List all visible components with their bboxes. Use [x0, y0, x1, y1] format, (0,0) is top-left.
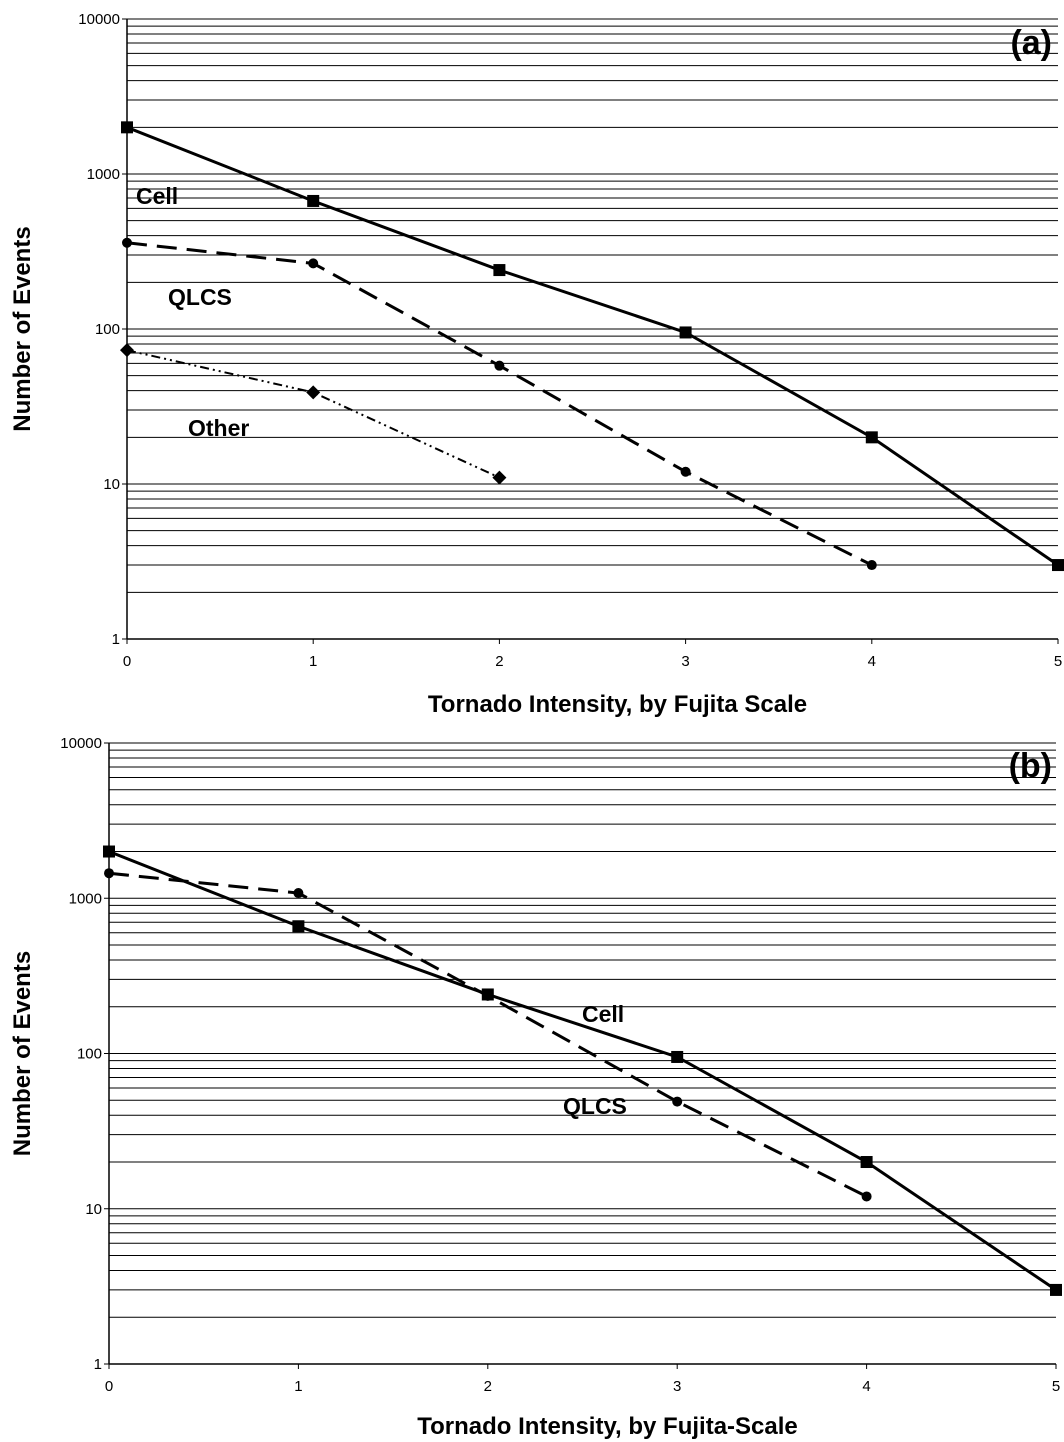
- data-point-square: [671, 1050, 684, 1063]
- data-point-square: [103, 845, 115, 858]
- data-point-circle: [122, 237, 132, 248]
- series-line: [126, 349, 500, 479]
- x-tick-label: 4: [862, 1378, 870, 1395]
- y-axis-title: Number of Events: [9, 951, 36, 1156]
- y-tick-label: 1: [94, 1356, 102, 1373]
- data-point-circle: [494, 360, 505, 371]
- data-point-diamond: [492, 470, 507, 485]
- x-axis-title: Tornado Intensity, by Fujita-Scale: [417, 1413, 798, 1440]
- series-cell: Cell: [103, 845, 1062, 1296]
- data-point-square: [292, 920, 305, 933]
- series-line: [108, 850, 1057, 1292]
- data-point-circle: [293, 888, 304, 899]
- data-point-circle: [866, 560, 877, 571]
- data-point-circle: [680, 466, 691, 477]
- series-qlcs: QLCS: [122, 237, 877, 571]
- series-line: [108, 871, 868, 1198]
- data-point-square: [860, 1156, 873, 1169]
- y-tick-label: 10: [85, 1201, 102, 1218]
- panel-tag: (a): [1010, 24, 1052, 62]
- data-point-diamond: [120, 343, 134, 358]
- data-point-circle: [861, 1191, 872, 1202]
- y-tick-label: 1000: [87, 166, 120, 183]
- data-point-square: [1050, 1283, 1062, 1296]
- y-tick-label: 10: [103, 476, 120, 493]
- y-tick-label: 1000: [69, 890, 102, 907]
- x-tick-label: 1: [309, 653, 317, 670]
- data-point-circle: [482, 990, 493, 1001]
- y-tick-label: 100: [77, 1046, 102, 1063]
- gridlines: [109, 742, 1056, 1318]
- data-point-diamond: [306, 385, 321, 400]
- x-tick-label: 5: [1052, 1378, 1060, 1395]
- series-line: [126, 125, 1059, 567]
- series-line: [126, 241, 873, 567]
- gridlines: [127, 18, 1058, 593]
- data-point-square: [1052, 559, 1064, 572]
- y-axis-title: Number of Events: [9, 226, 36, 431]
- data-point-square: [679, 326, 692, 339]
- x-tick-label: 0: [105, 1378, 113, 1395]
- data-point-square: [493, 264, 506, 277]
- series-other: Other: [120, 343, 507, 485]
- data-point-circle: [308, 258, 319, 269]
- data-point-square: [865, 431, 878, 444]
- x-axis-title: Tornado Intensity, by Fujita Scale: [428, 691, 807, 718]
- x-tick-label: 1: [294, 1378, 302, 1395]
- data-point-circle: [104, 868, 114, 879]
- x-tick-label: 2: [495, 653, 503, 670]
- series-qlcs: QLCS: [104, 868, 872, 1202]
- series-label: QLCS: [563, 1093, 627, 1119]
- series-label: Cell: [136, 183, 178, 209]
- x-tick-label: 5: [1054, 653, 1062, 670]
- y-tick-label: 1: [112, 631, 120, 648]
- y-tick-label: 10000: [60, 735, 102, 752]
- y-tick-label: 10000: [78, 11, 120, 28]
- x-tick-label: 2: [484, 1378, 492, 1395]
- data-point-square: [307, 194, 320, 207]
- x-tick-label: 3: [681, 653, 689, 670]
- data-point-square: [121, 121, 133, 134]
- series-label: Cell: [582, 1001, 624, 1027]
- x-tick-label: 3: [673, 1378, 681, 1395]
- panel-tag: (b): [1009, 747, 1052, 785]
- y-tick-label: 100: [95, 321, 120, 338]
- series-label: Other: [188, 415, 249, 441]
- x-tick-label: 0: [123, 653, 131, 670]
- data-point-circle: [672, 1096, 683, 1107]
- series-label: QLCS: [168, 284, 232, 310]
- series-cell: Cell: [121, 121, 1064, 572]
- x-tick-label: 4: [868, 653, 876, 670]
